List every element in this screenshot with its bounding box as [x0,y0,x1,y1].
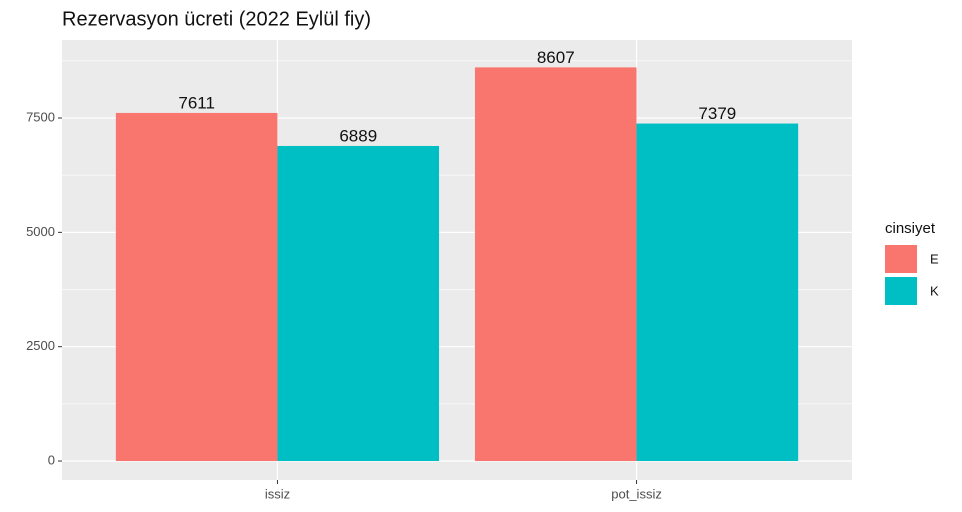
legend-label: E [930,251,939,266]
bar [636,123,799,462]
value-label: 8607 [537,48,575,67]
value-label: 6889 [339,126,377,145]
y-tick-label: 5000 [26,224,55,239]
x-tick-label: issiz [265,486,290,501]
y-tick-label: 2500 [26,338,55,353]
bar [115,112,278,462]
y-tick-label: 7500 [26,109,55,124]
x-tick-label: pot_issiz [611,486,662,501]
legend-key [885,277,917,305]
legend-key [885,245,917,273]
marks [115,67,799,462]
value-label: 7611 [178,93,215,112]
bar [277,145,440,462]
legend-title: cinsiyet [885,220,936,237]
chart-title: Rezervasyon ücreti (2022 Eylül fiy) [62,8,371,30]
value-label: 7379 [698,104,736,123]
legend-label: K [930,283,939,298]
y-tick-label: 0 [48,452,55,467]
bar [474,67,637,462]
